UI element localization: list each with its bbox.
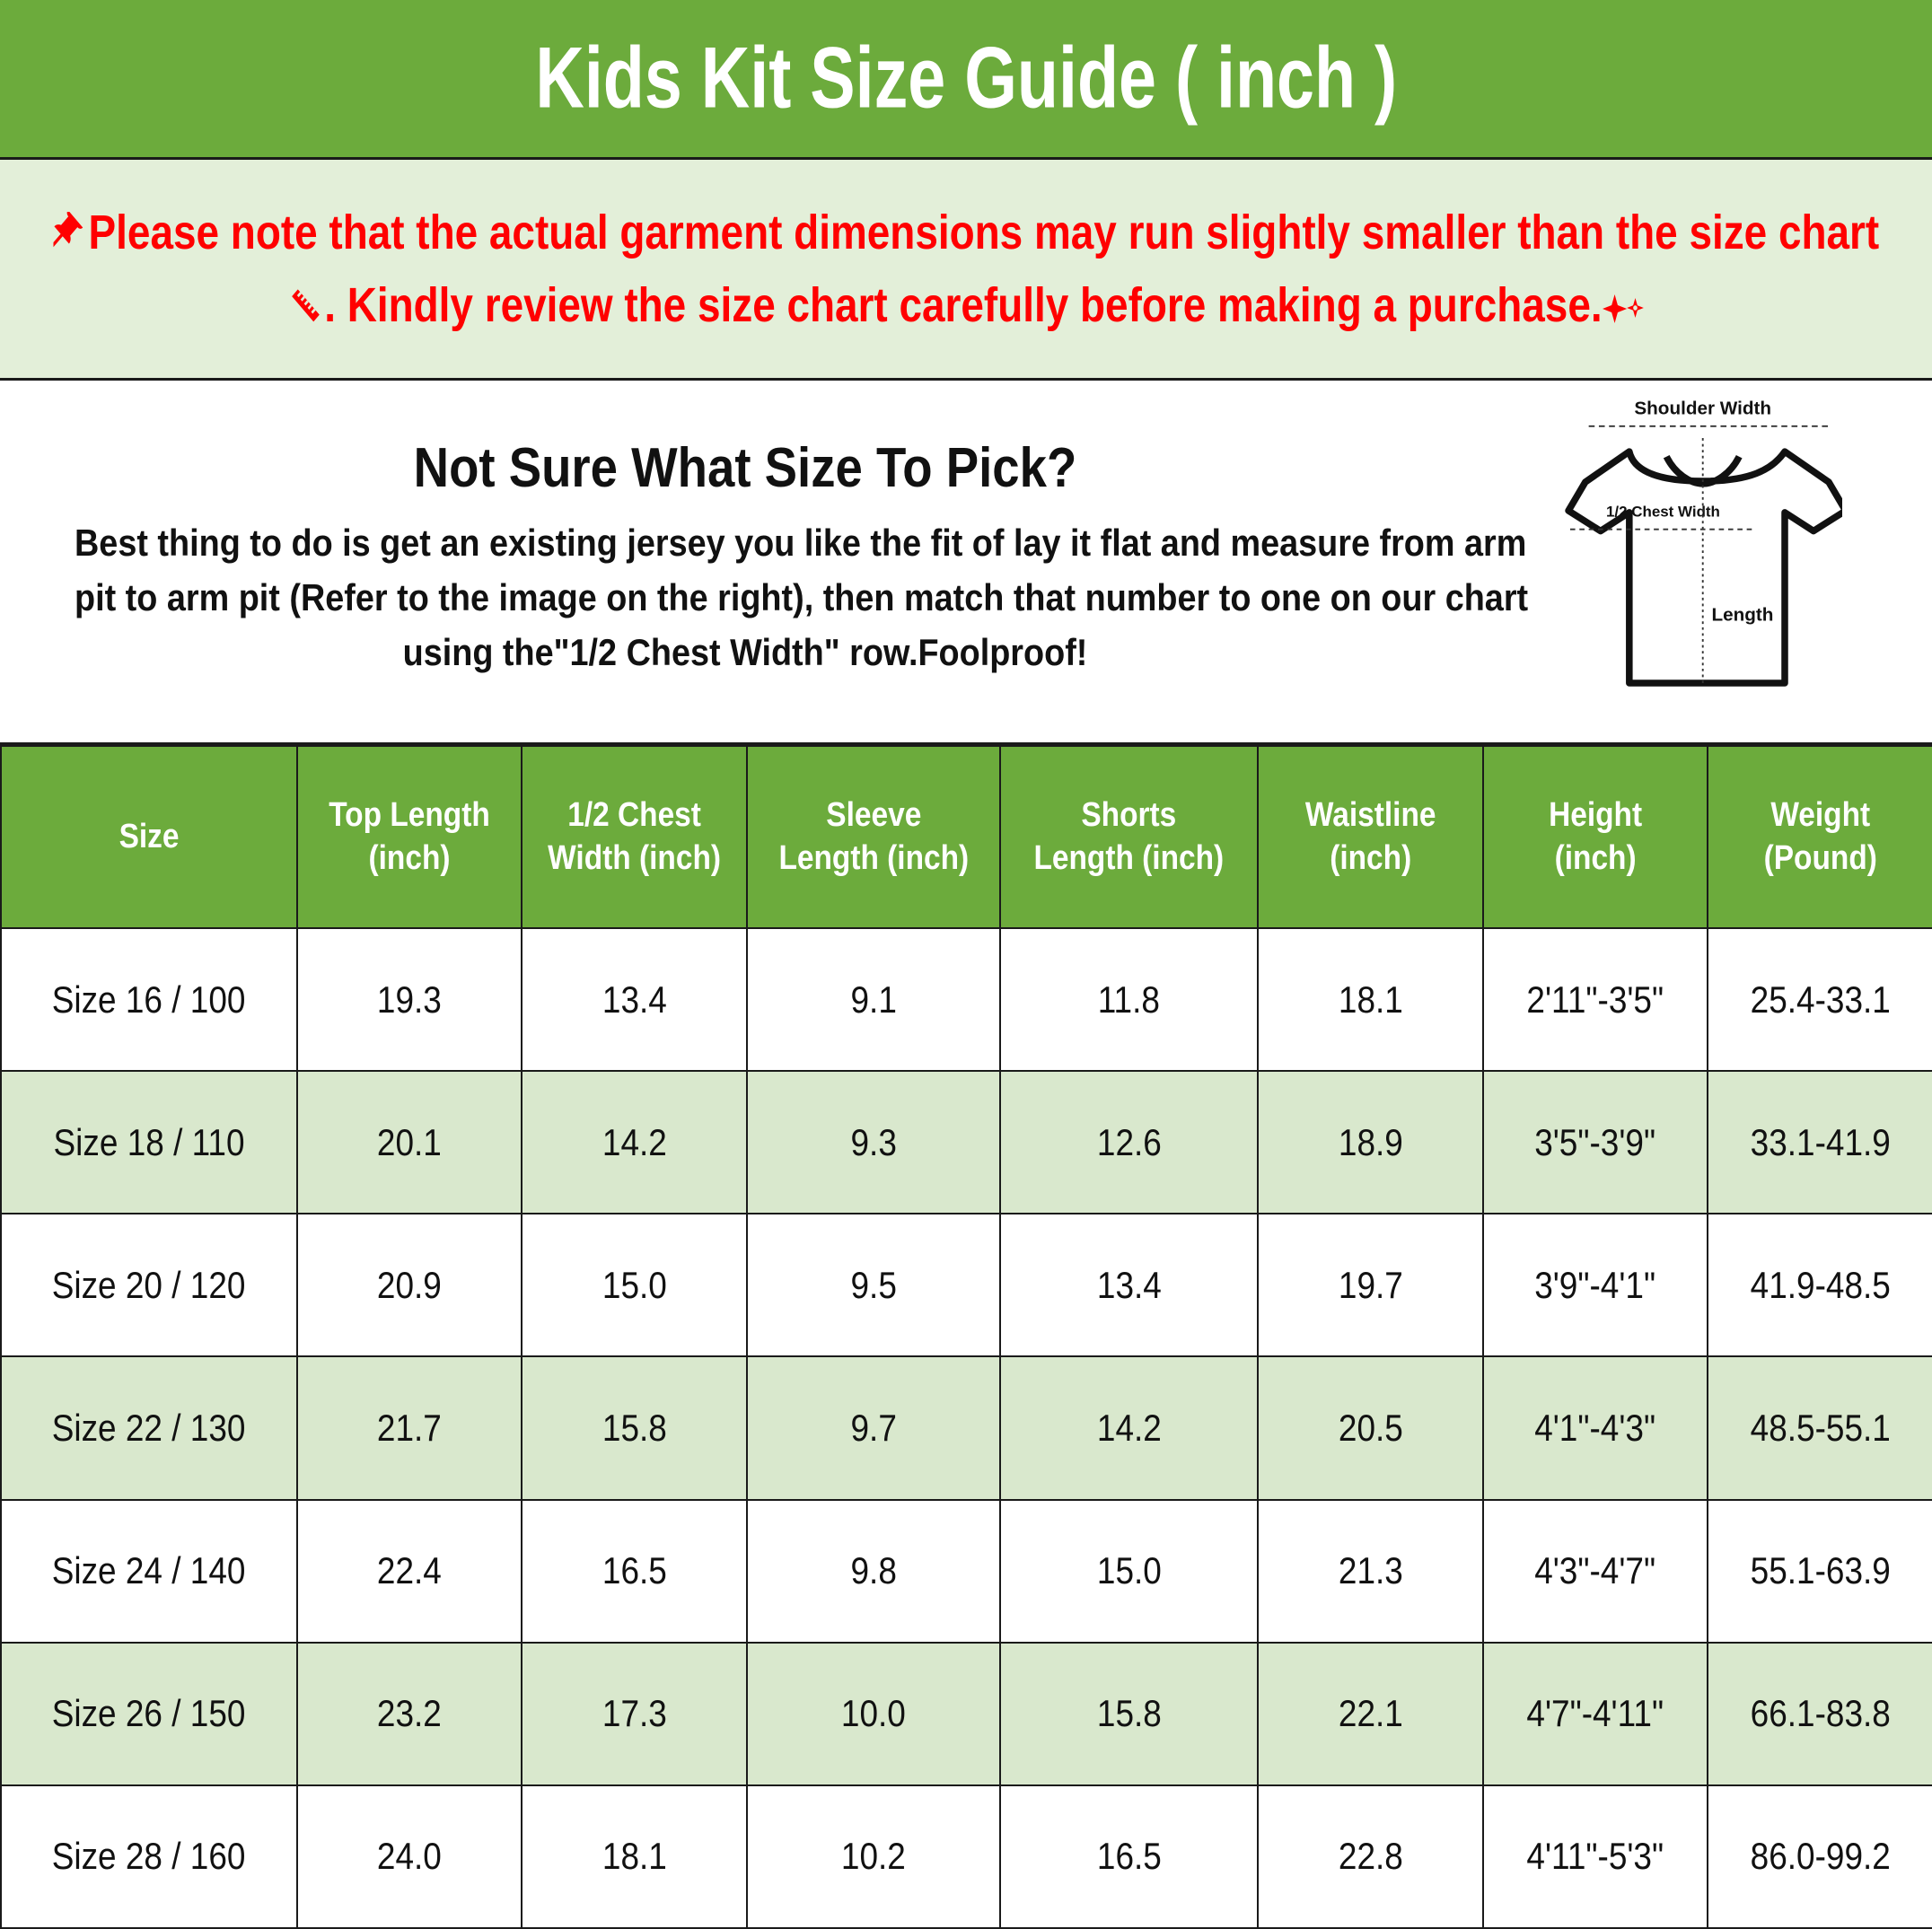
svg-text:Shoulder Width: Shoulder Width [1634,399,1771,419]
svg-text:Length: Length [1711,604,1773,625]
svg-text:1/2 Chest Width: 1/2 Chest Width [1606,504,1720,521]
